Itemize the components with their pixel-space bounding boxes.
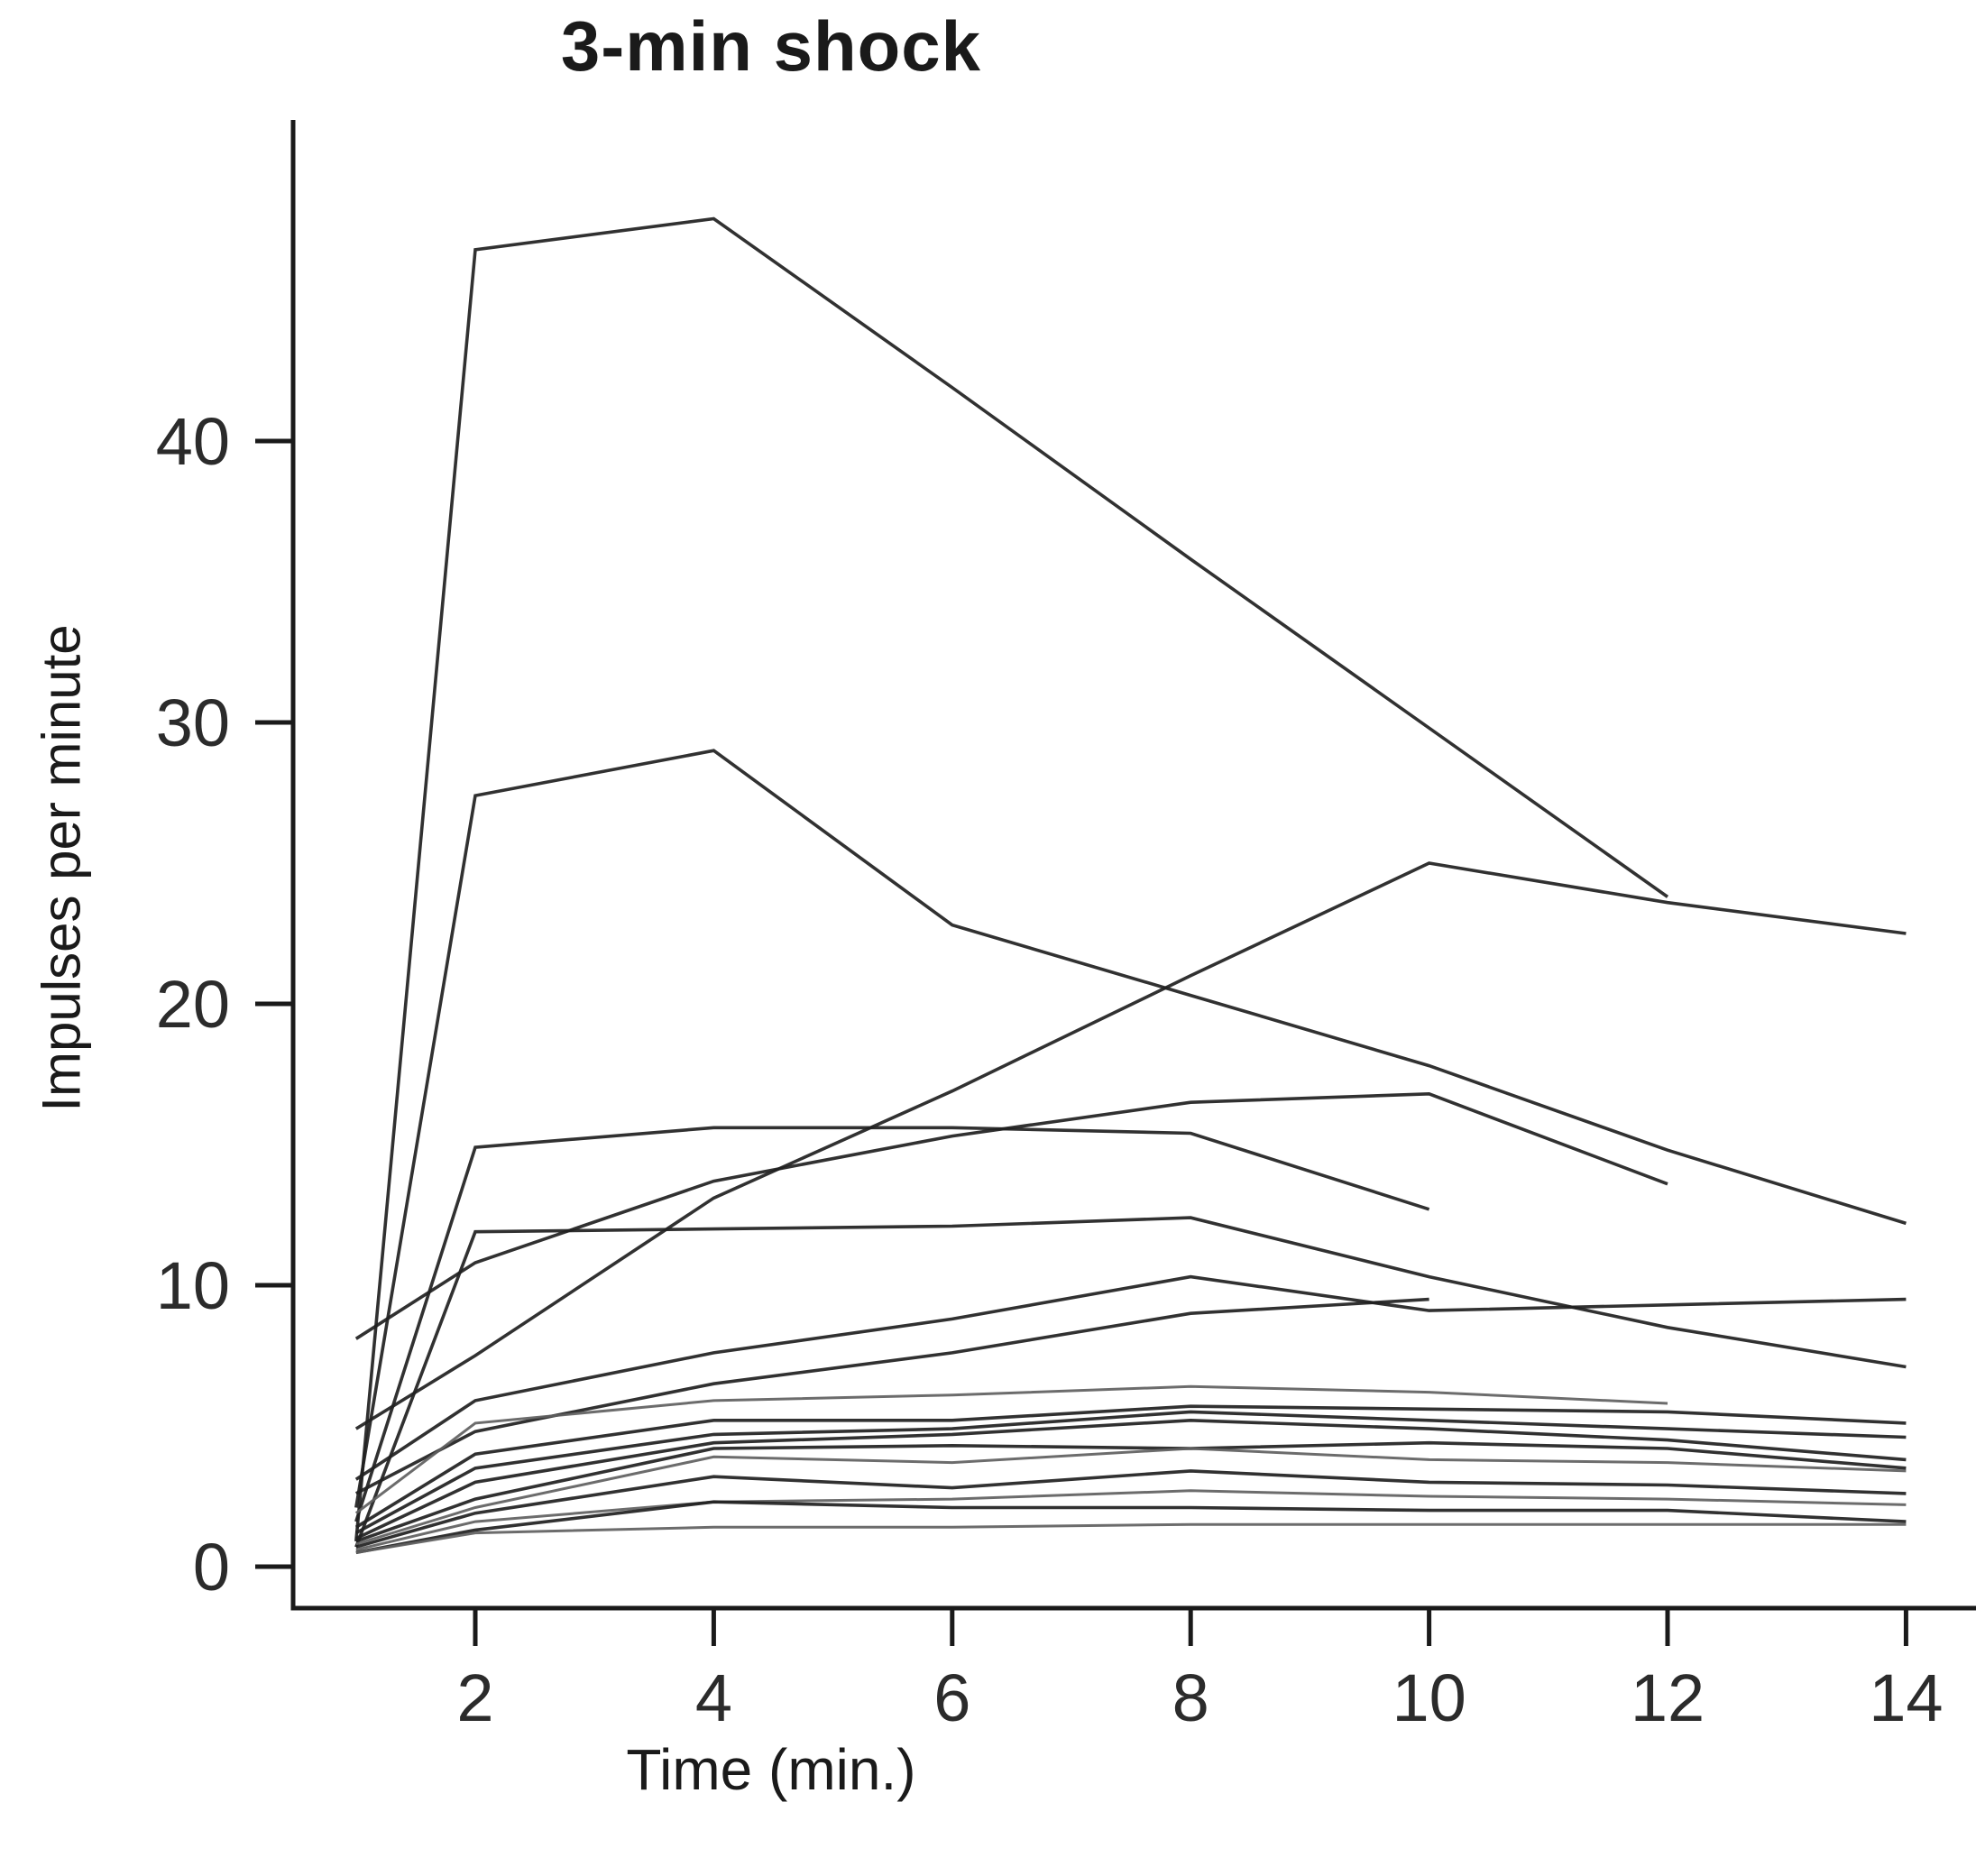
data-line-subject-18	[355, 1522, 1907, 1554]
data-line-subject-11	[354, 1410, 1907, 1535]
y-tick-label: 30	[156, 685, 230, 760]
x-tick-label: 14	[1869, 1660, 1943, 1735]
data-line-subject-17	[355, 1500, 1907, 1555]
data-line-subject-02	[354, 749, 1907, 1508]
data-line-subject-04	[354, 1126, 1430, 1522]
data-line-subject-09	[354, 1384, 1668, 1514]
data-line-subject-15	[355, 1469, 1907, 1549]
data-line-subject-13	[355, 1440, 1907, 1543]
x-tick-label: 6	[933, 1660, 970, 1735]
chart-title: 3-min shock	[560, 6, 982, 86]
data-line-subject-06	[354, 1216, 1907, 1548]
x-axis-title: Time (min.)	[626, 1737, 916, 1802]
x-tick-label: 8	[1172, 1660, 1209, 1735]
data-line-subject-05	[354, 1091, 1668, 1340]
y-tick-label: 0	[193, 1530, 230, 1605]
y-tick-label: 20	[156, 967, 230, 1042]
x-tick-label: 12	[1631, 1660, 1705, 1735]
x-tick-label: 2	[456, 1660, 493, 1735]
y-tick-label: 10	[156, 1248, 230, 1323]
data-line-subject-14	[355, 1447, 1907, 1546]
data-line-subject-08	[354, 1297, 1429, 1495]
data-line-subject-07	[354, 1274, 1907, 1481]
data-line-subject-01	[354, 216, 1669, 1542]
x-tick-label: 4	[695, 1660, 732, 1735]
data-line-subject-10	[354, 1404, 1907, 1529]
data-line-subject-16	[355, 1489, 1907, 1551]
y-tick-label: 40	[156, 404, 230, 479]
x-tick-label: 10	[1392, 1660, 1466, 1735]
axis-lines	[290, 120, 1976, 1611]
data-line-subject-03	[354, 861, 1907, 1430]
data-line-subject-12	[355, 1418, 1907, 1540]
